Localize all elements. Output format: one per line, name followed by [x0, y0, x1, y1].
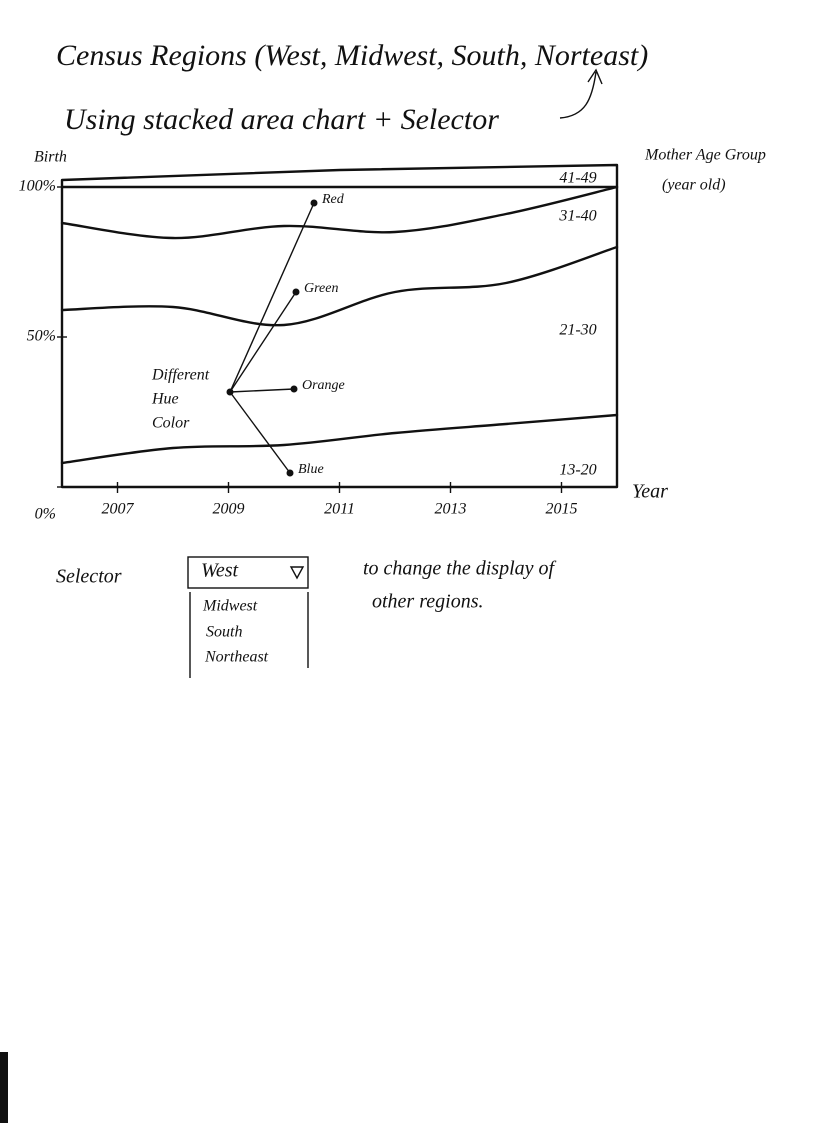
- area-boundary: [60, 185, 619, 240]
- annotation-pointer: [229, 202, 315, 393]
- y-tick-label: 0%: [35, 506, 56, 523]
- series-label: 21-30: [559, 322, 596, 339]
- series-label: 31-40: [558, 208, 596, 225]
- chart-frame: [60, 163, 619, 489]
- selector-label: Selector: [56, 566, 122, 588]
- scan-edge: [0, 1052, 8, 1123]
- y-tick-label: 50%: [27, 328, 56, 345]
- annotation: Color: [152, 415, 190, 432]
- title: Census Regions (West, Midwest, South, No…: [56, 39, 648, 72]
- option[interactable]: Northeast: [204, 649, 269, 666]
- annotation-dot: [290, 385, 298, 393]
- area-boundary: [60, 245, 619, 327]
- annotation-dot: [310, 199, 318, 207]
- annotation-pointer: [229, 391, 291, 474]
- x-tick-label: 2013: [435, 501, 467, 518]
- annotation-pointer: [229, 388, 295, 393]
- annotation-color: Green: [304, 281, 338, 296]
- annotation: Hue: [151, 391, 179, 408]
- x-tick-label: 2007: [102, 501, 135, 518]
- x-tick-label: 2015: [546, 501, 578, 518]
- annotation-color: Blue: [298, 462, 324, 477]
- series-label: 13-20: [559, 462, 596, 479]
- option[interactable]: Midwest: [202, 598, 258, 615]
- annotation: Different: [151, 367, 210, 384]
- x-tick-label: 2009: [213, 501, 245, 518]
- note: to change the display of: [363, 558, 557, 580]
- annotation-dot: [286, 469, 294, 477]
- legend-title: (year old): [662, 177, 726, 194]
- selector-value: West: [201, 560, 238, 582]
- note: other regions.: [372, 591, 483, 613]
- series-label: 41-49: [559, 170, 596, 187]
- option[interactable]: South: [206, 624, 242, 641]
- legend-title: Mother Age Group: [644, 147, 766, 164]
- arrow: [559, 68, 603, 119]
- x-tick-label: 2011: [324, 501, 355, 518]
- y-axis-label: Birth: [34, 149, 67, 166]
- area-boundary: [60, 413, 619, 465]
- annotation-pointer: [229, 291, 297, 393]
- selector-box[interactable]: [187, 556, 309, 589]
- dropdown-list: [189, 592, 309, 678]
- x-axis-label: Year: [632, 481, 668, 503]
- dropdown-icon[interactable]: [289, 566, 305, 580]
- annotation-color: Red: [321, 192, 345, 207]
- subtitle: Using stacked area chart + Selector: [64, 103, 499, 136]
- y-tick-label: 100%: [19, 178, 56, 195]
- annotation-dot: [292, 288, 300, 296]
- annotation-color: Orange: [302, 378, 345, 393]
